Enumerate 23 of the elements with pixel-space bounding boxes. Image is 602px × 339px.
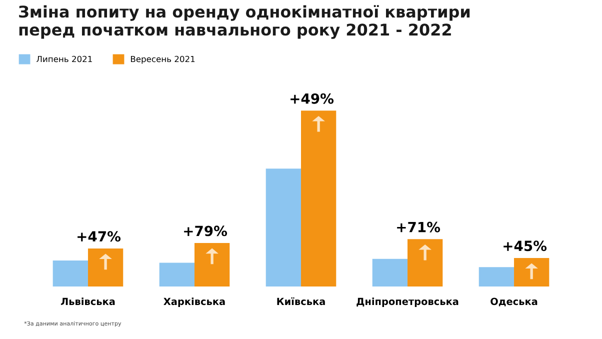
x-tick-label: Київська: [277, 297, 325, 306]
bar: [159, 262, 194, 286]
bar: [408, 239, 443, 286]
bar: [514, 258, 550, 286]
legend-label: Вересень 2021: [131, 56, 195, 64]
annotation: +49%: [290, 93, 334, 104]
annotation: +45%: [504, 240, 547, 252]
bar: [52, 260, 88, 286]
bar: [372, 258, 408, 286]
x-tick-label: Харківська: [164, 298, 225, 307]
bar: [478, 267, 514, 286]
bar: [88, 248, 124, 286]
x-tick-label: Дніпропетровська: [356, 298, 458, 307]
bar: [301, 110, 336, 286]
bar: [194, 243, 230, 286]
bar: [266, 168, 301, 286]
annotation: +79%: [184, 226, 228, 236]
x-tick-label: Одеська: [490, 298, 538, 306]
annotation: +47%: [78, 231, 121, 242]
legend-label: Липень 2021: [36, 56, 92, 62]
x-tick-label: Львівська: [60, 298, 115, 306]
chart-title: Зміна попиту на оренду однокімнатної квартири перед початком навчального року 2021 - 2022: [19, 5, 470, 39]
annotation: +71%: [397, 222, 440, 232]
